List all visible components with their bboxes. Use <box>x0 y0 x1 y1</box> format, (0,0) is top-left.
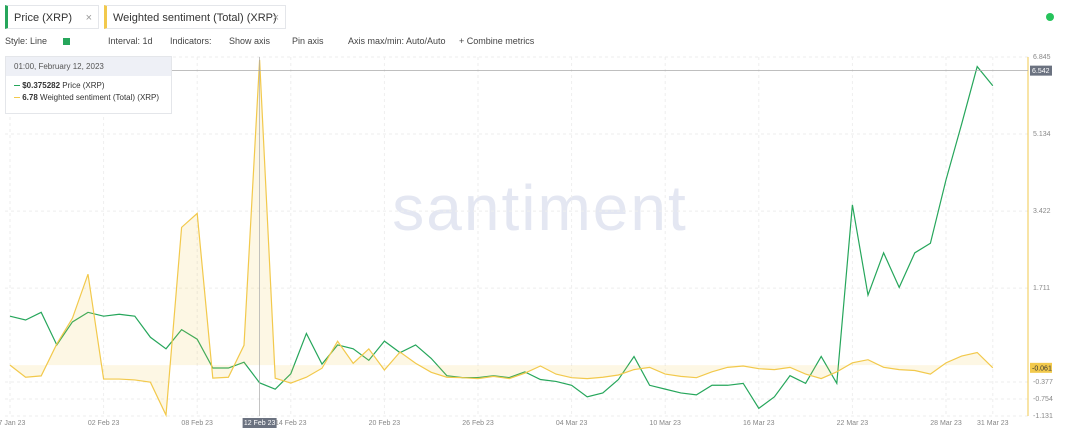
x-tick-label: 28 Mar 23 <box>930 420 962 427</box>
axis-minmax[interactable]: Axis max/min: Auto/Auto <box>348 36 446 46</box>
tooltip-value: $0.375282 <box>22 81 61 90</box>
series-line <box>9 59 994 418</box>
x-tick-label: 12 Feb 23 <box>244 420 276 427</box>
x-tick-label: 08 Feb 23 <box>181 420 213 427</box>
pin-axis[interactable]: Pin axis <box>292 36 324 46</box>
tooltip: 01:00, February 12, 2023 $0.375282 Price… <box>5 56 172 114</box>
y-tick-label: 5.134 <box>1033 131 1051 138</box>
y-tick-label: 1.711 <box>1033 285 1050 292</box>
watermark: santiment <box>392 172 687 244</box>
x-tick-label: 10 Mar 23 <box>649 420 681 427</box>
x-tick-label: 16 Mar 23 <box>743 420 775 427</box>
x-tick-label: 22 Mar 23 <box>837 420 869 427</box>
tooltip-value: 6.78 <box>22 93 38 102</box>
series-line <box>9 65 994 410</box>
interval[interactable]: Interval: 1d <box>108 36 153 46</box>
x-tick-label: 14 Feb 23 <box>275 420 307 427</box>
show-axis[interactable]: Show axis <box>229 36 271 46</box>
area <box>10 59 993 416</box>
y-tick-label: 6.845 <box>1033 54 1051 61</box>
tab-label: Price (XRP) <box>14 12 73 24</box>
x-tick-label: 27 Jan 23 <box>0 420 25 427</box>
combine-metrics[interactable]: + Combine metrics <box>459 36 535 46</box>
tab-price[interactable]: Price (XRP) × <box>5 5 99 29</box>
x-tick-label: 04 Mar 23 <box>556 420 588 427</box>
last-value-label: -0.061 <box>1032 365 1052 372</box>
y-tick-label: 3.422 <box>1033 208 1051 215</box>
x-highlight <box>242 418 277 428</box>
y-tick-label: -0.377 <box>1033 379 1053 386</box>
x-tick-label: 26 Feb 23 <box>462 420 494 427</box>
style[interactable]: Style: Line <box>5 36 48 46</box>
tab-sentiment[interactable]: Weighted sentiment (Total) (XRP) × <box>104 5 286 29</box>
tooltip-name: Price (XRP) <box>62 81 105 90</box>
close[interactable]: × <box>272 12 279 24</box>
y-tick-label: -1.131 <box>1033 413 1053 420</box>
tooltip-name: Weighted sentiment (Total) (XRP) <box>40 93 160 102</box>
tab-label: Weighted sentiment (Total) (XRP) <box>113 12 277 24</box>
status-dot <box>1046 13 1054 21</box>
x-tick-label: 20 Feb 23 <box>369 420 401 427</box>
x-tick-label: 31 Mar 23 <box>977 420 1009 427</box>
y-tick-label: -0.754 <box>1033 396 1053 403</box>
color-swatch[interactable] <box>63 38 70 45</box>
tooltip-title: 01:00, February 12, 2023 <box>6 57 171 76</box>
crosshair-label: 6.542 <box>1032 68 1050 75</box>
close[interactable]: × <box>85 12 92 24</box>
x-tick-label: 02 Feb 23 <box>88 420 120 427</box>
last-value-badge <box>1030 362 1052 373</box>
crosshair-badge <box>1030 65 1052 76</box>
indicators[interactable]: Indicators: <box>170 36 212 46</box>
